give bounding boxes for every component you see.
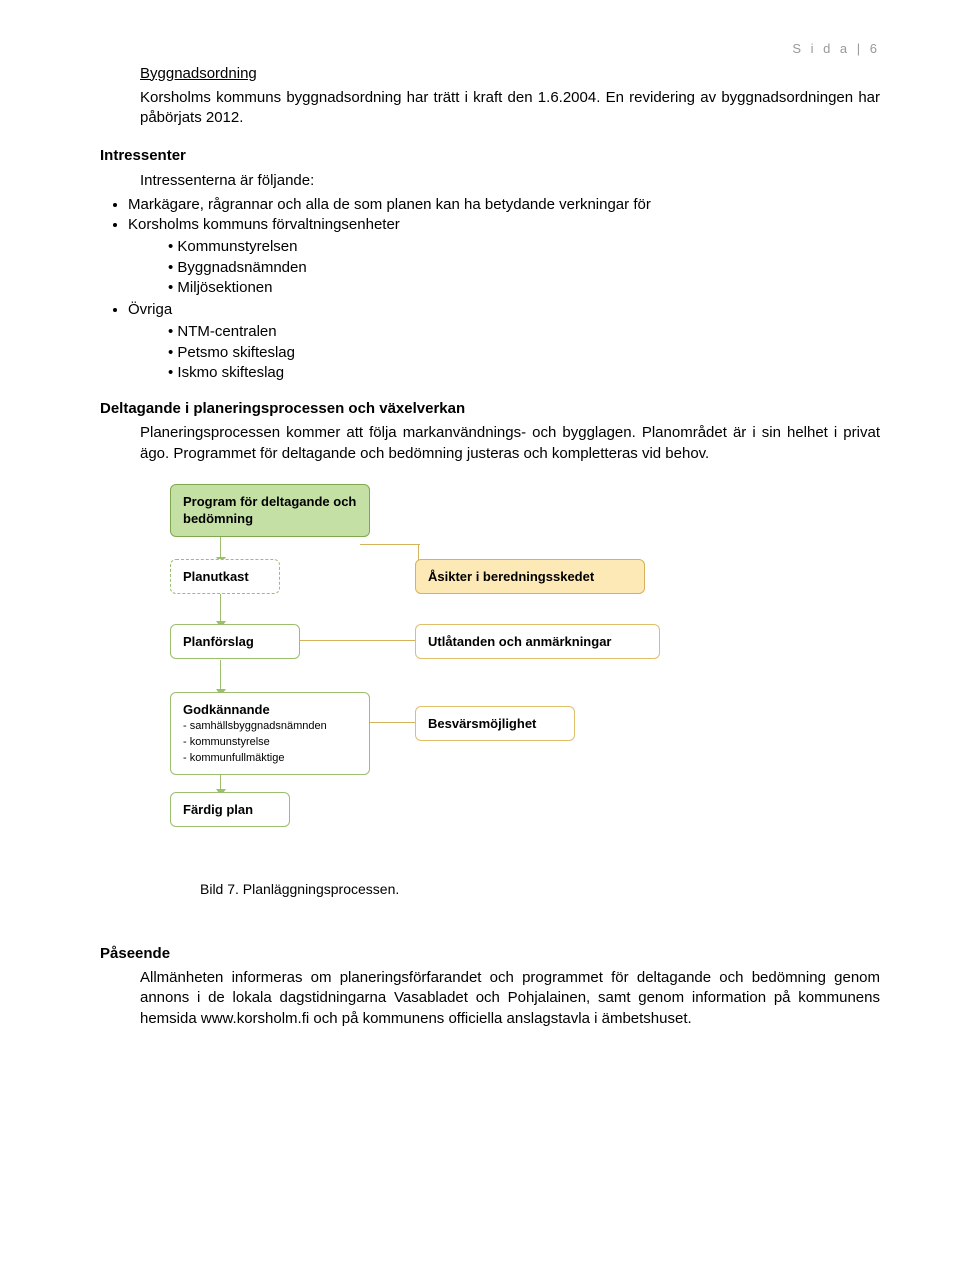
list-item: Korsholms kommuns förvaltningsenheter xyxy=(128,215,880,235)
node-sub: - samhällsbyggnadsnämnden xyxy=(183,720,357,734)
flowchart: Program för deltagande och bedömning Pla… xyxy=(160,484,740,914)
node-label: Planutkast xyxy=(183,569,249,584)
section-title-deltagande: Deltagande i planeringsprocessen och väx… xyxy=(100,399,880,419)
intressenter-sublist-2: NTM-centralen Petsmo skifteslag Iskmo sk… xyxy=(168,322,880,383)
intressenter-list-2: Övriga xyxy=(128,300,880,320)
section-body-byggnadsordning: Korsholms kommuns byggnadsordning har tr… xyxy=(140,88,880,129)
node-asikter: Åsikter i beredningsskedet xyxy=(415,559,645,595)
node-planforslag: Planförslag xyxy=(170,624,300,660)
node-sub: - kommunstyrelse xyxy=(183,736,357,750)
section-title-intressenter: Intressenter xyxy=(100,146,880,166)
node-label: Godkännande xyxy=(183,702,270,717)
node-label: Färdig plan xyxy=(183,802,253,817)
section-body-deltagande: Planeringsprocessen kommer att följa mar… xyxy=(140,423,880,464)
list-item: Övriga xyxy=(128,300,880,320)
node-fardig: Färdig plan xyxy=(170,792,290,828)
list-item: Miljösektionen xyxy=(168,278,880,298)
flow-line xyxy=(300,640,415,641)
list-item: Markägare, rågrannar och alla de som pla… xyxy=(128,195,880,215)
flow-arrow xyxy=(220,592,221,622)
flow-line xyxy=(370,722,416,723)
node-sub: - kommunfullmäktige xyxy=(183,752,357,766)
node-label: Program för deltagande och bedömning xyxy=(183,494,356,527)
intressenter-sublist-1: Kommunstyrelsen Byggnadsnämnden Miljösek… xyxy=(168,237,880,298)
section-title-paseende: Påseende xyxy=(100,944,880,964)
node-program: Program för deltagande och bedömning xyxy=(170,484,370,537)
flow-line xyxy=(360,544,420,545)
section-body-paseende: Allmänheten informeras om planeringsförf… xyxy=(140,968,880,1029)
intressenter-list: Markägare, rågrannar och alla de som pla… xyxy=(128,195,880,236)
node-label: Besvärsmöjlighet xyxy=(428,716,536,731)
list-item: Iskmo skifteslag xyxy=(168,363,880,383)
section-title-byggnadsordning: Byggnadsordning xyxy=(140,64,880,84)
page-number: S i d a | 6 xyxy=(100,40,880,58)
flow-arrow xyxy=(220,660,221,690)
list-item: Kommunstyrelsen xyxy=(168,237,880,257)
node-label: Planförslag xyxy=(183,634,254,649)
node-label: Utlåtanden och anmärkningar xyxy=(428,634,611,649)
node-planutkast: Planutkast xyxy=(170,559,280,595)
list-item: NTM-centralen xyxy=(168,322,880,342)
node-utlatanden: Utlåtanden och anmärkningar xyxy=(415,624,660,660)
diagram-caption: Bild 7. Planläggningsprocessen. xyxy=(200,880,399,899)
intressenter-lead: Intressenterna är följande: xyxy=(140,171,880,191)
list-item: Petsmo skifteslag xyxy=(168,343,880,363)
list-item: Byggnadsnämnden xyxy=(168,258,880,278)
node-godkannande: Godkännande - samhällsbyggnadsnämnden - … xyxy=(170,692,370,775)
node-label: Åsikter i beredningsskedet xyxy=(428,569,594,584)
node-besvar: Besvärsmöjlighet xyxy=(415,706,575,742)
